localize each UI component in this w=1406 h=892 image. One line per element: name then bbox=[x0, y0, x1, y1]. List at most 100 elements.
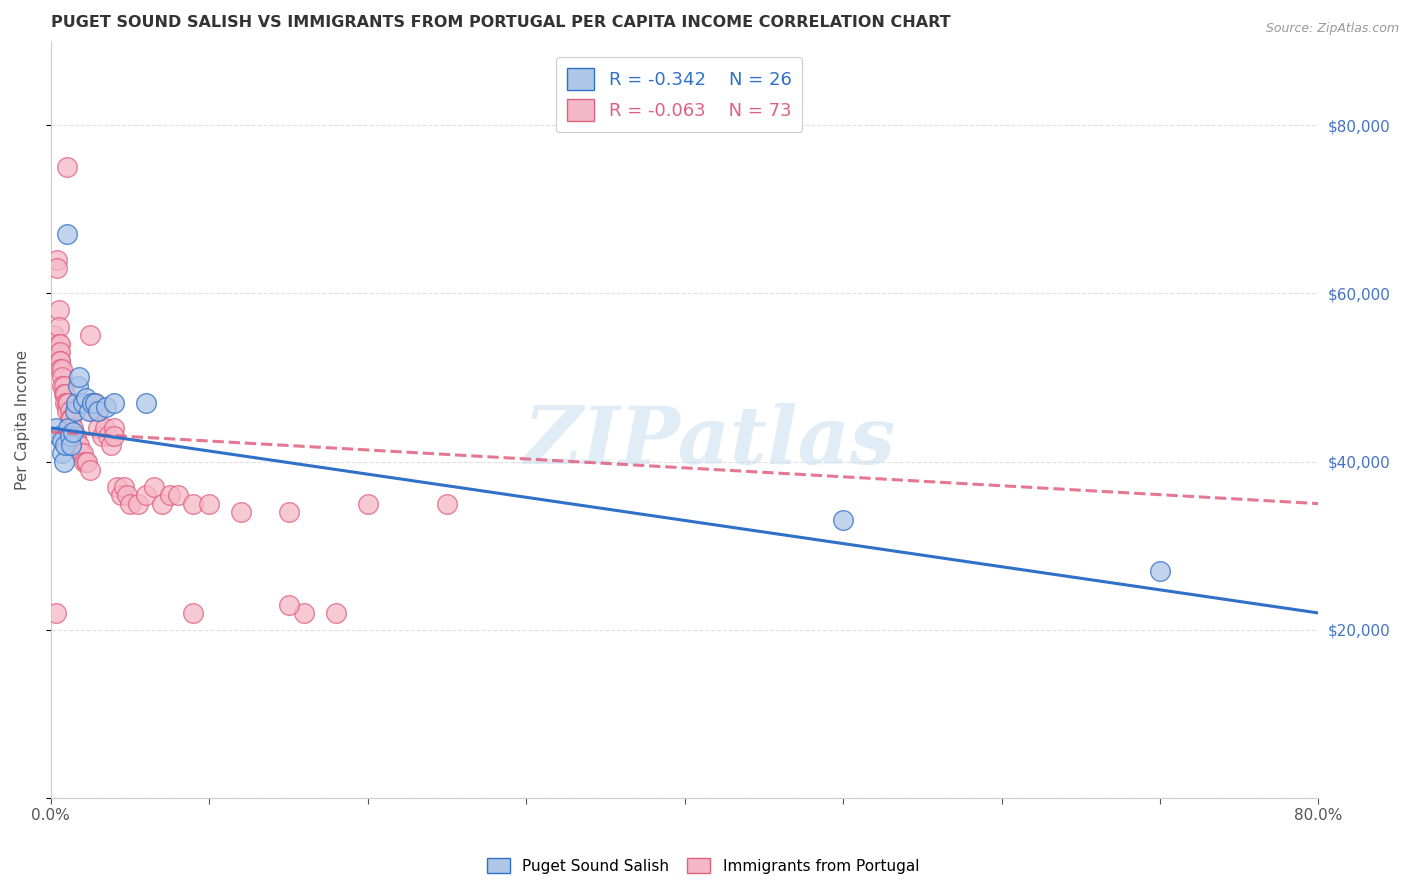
Point bbox=[48, 303, 70, 318]
Point bbox=[325, 606, 347, 620]
Point bbox=[72, 395, 94, 409]
Point bbox=[73, 454, 96, 468]
Point bbox=[183, 606, 205, 620]
Point bbox=[49, 362, 72, 376]
Point bbox=[52, 379, 75, 393]
Point bbox=[166, 488, 188, 502]
Point bbox=[75, 454, 97, 468]
Point bbox=[53, 395, 76, 409]
Point bbox=[51, 446, 73, 460]
Point bbox=[48, 336, 70, 351]
Legend: Puget Sound Salish, Immigrants from Portugal: Puget Sound Salish, Immigrants from Port… bbox=[481, 852, 925, 880]
Point bbox=[103, 429, 125, 443]
Point bbox=[436, 497, 458, 511]
Point bbox=[90, 429, 112, 443]
Point bbox=[53, 387, 76, 401]
Point bbox=[51, 370, 73, 384]
Point bbox=[277, 505, 299, 519]
Legend: R = -0.342    N = 26, R = -0.063    N = 73: R = -0.342 N = 26, R = -0.063 N = 73 bbox=[557, 57, 803, 132]
Text: ZIPatlas: ZIPatlas bbox=[524, 403, 896, 481]
Point bbox=[112, 480, 135, 494]
Point bbox=[87, 404, 110, 418]
Point bbox=[80, 404, 103, 418]
Point bbox=[58, 421, 80, 435]
Point bbox=[97, 429, 120, 443]
Point bbox=[63, 404, 86, 418]
Point bbox=[277, 598, 299, 612]
Point bbox=[51, 362, 73, 376]
Point bbox=[67, 370, 90, 384]
Point bbox=[59, 412, 82, 426]
Point bbox=[59, 429, 82, 443]
Point bbox=[51, 434, 73, 448]
Point bbox=[63, 429, 86, 443]
Point bbox=[59, 404, 82, 418]
Point bbox=[135, 488, 157, 502]
Point bbox=[103, 395, 125, 409]
Point bbox=[96, 400, 118, 414]
Point bbox=[53, 438, 76, 452]
Text: Source: ZipAtlas.com: Source: ZipAtlas.com bbox=[1265, 22, 1399, 36]
Point bbox=[79, 463, 101, 477]
Point bbox=[79, 328, 101, 343]
Point bbox=[150, 497, 173, 511]
Point bbox=[52, 454, 75, 468]
Point bbox=[127, 497, 149, 511]
Point bbox=[76, 454, 98, 468]
Point bbox=[48, 429, 70, 443]
Point bbox=[48, 345, 70, 359]
Point bbox=[65, 395, 87, 409]
Point bbox=[103, 421, 125, 435]
Point bbox=[51, 379, 73, 393]
Point bbox=[60, 412, 83, 426]
Point bbox=[66, 438, 89, 452]
Point bbox=[229, 505, 252, 519]
Point bbox=[100, 438, 122, 452]
Point bbox=[62, 425, 84, 439]
Point bbox=[49, 353, 72, 368]
Point bbox=[105, 480, 128, 494]
Point bbox=[55, 227, 77, 242]
Point bbox=[66, 379, 89, 393]
Point bbox=[1149, 564, 1171, 578]
Point bbox=[159, 488, 181, 502]
Point bbox=[45, 345, 67, 359]
Point bbox=[60, 438, 83, 452]
Point bbox=[55, 395, 77, 409]
Point bbox=[84, 395, 107, 409]
Point bbox=[77, 404, 100, 418]
Point bbox=[62, 421, 84, 435]
Point bbox=[45, 421, 67, 435]
Point bbox=[46, 260, 69, 275]
Point bbox=[45, 606, 67, 620]
Point bbox=[115, 488, 138, 502]
Point bbox=[45, 353, 67, 368]
Point bbox=[48, 320, 70, 334]
Point bbox=[183, 497, 205, 511]
Point bbox=[49, 336, 72, 351]
Point bbox=[93, 421, 115, 435]
Point bbox=[292, 606, 315, 620]
Point bbox=[49, 353, 72, 368]
Point bbox=[75, 392, 97, 406]
Text: PUGET SOUND SALISH VS IMMIGRANTS FROM PORTUGAL PER CAPITA INCOME CORRELATION CHA: PUGET SOUND SALISH VS IMMIGRANTS FROM PO… bbox=[51, 15, 950, 30]
Point bbox=[52, 387, 75, 401]
Point bbox=[142, 480, 165, 494]
Point bbox=[55, 160, 77, 174]
Point bbox=[357, 497, 380, 511]
Point bbox=[80, 395, 103, 409]
Point bbox=[120, 497, 142, 511]
Point bbox=[65, 429, 87, 443]
Y-axis label: Per Capita Income: Per Capita Income bbox=[15, 350, 30, 490]
Point bbox=[198, 497, 221, 511]
Point bbox=[67, 438, 90, 452]
Point bbox=[72, 446, 94, 460]
Point bbox=[70, 446, 93, 460]
Point bbox=[135, 395, 157, 409]
Point bbox=[42, 328, 65, 343]
Point bbox=[87, 421, 110, 435]
Point bbox=[46, 252, 69, 267]
Point bbox=[49, 345, 72, 359]
Point bbox=[58, 395, 80, 409]
Point bbox=[832, 513, 855, 527]
